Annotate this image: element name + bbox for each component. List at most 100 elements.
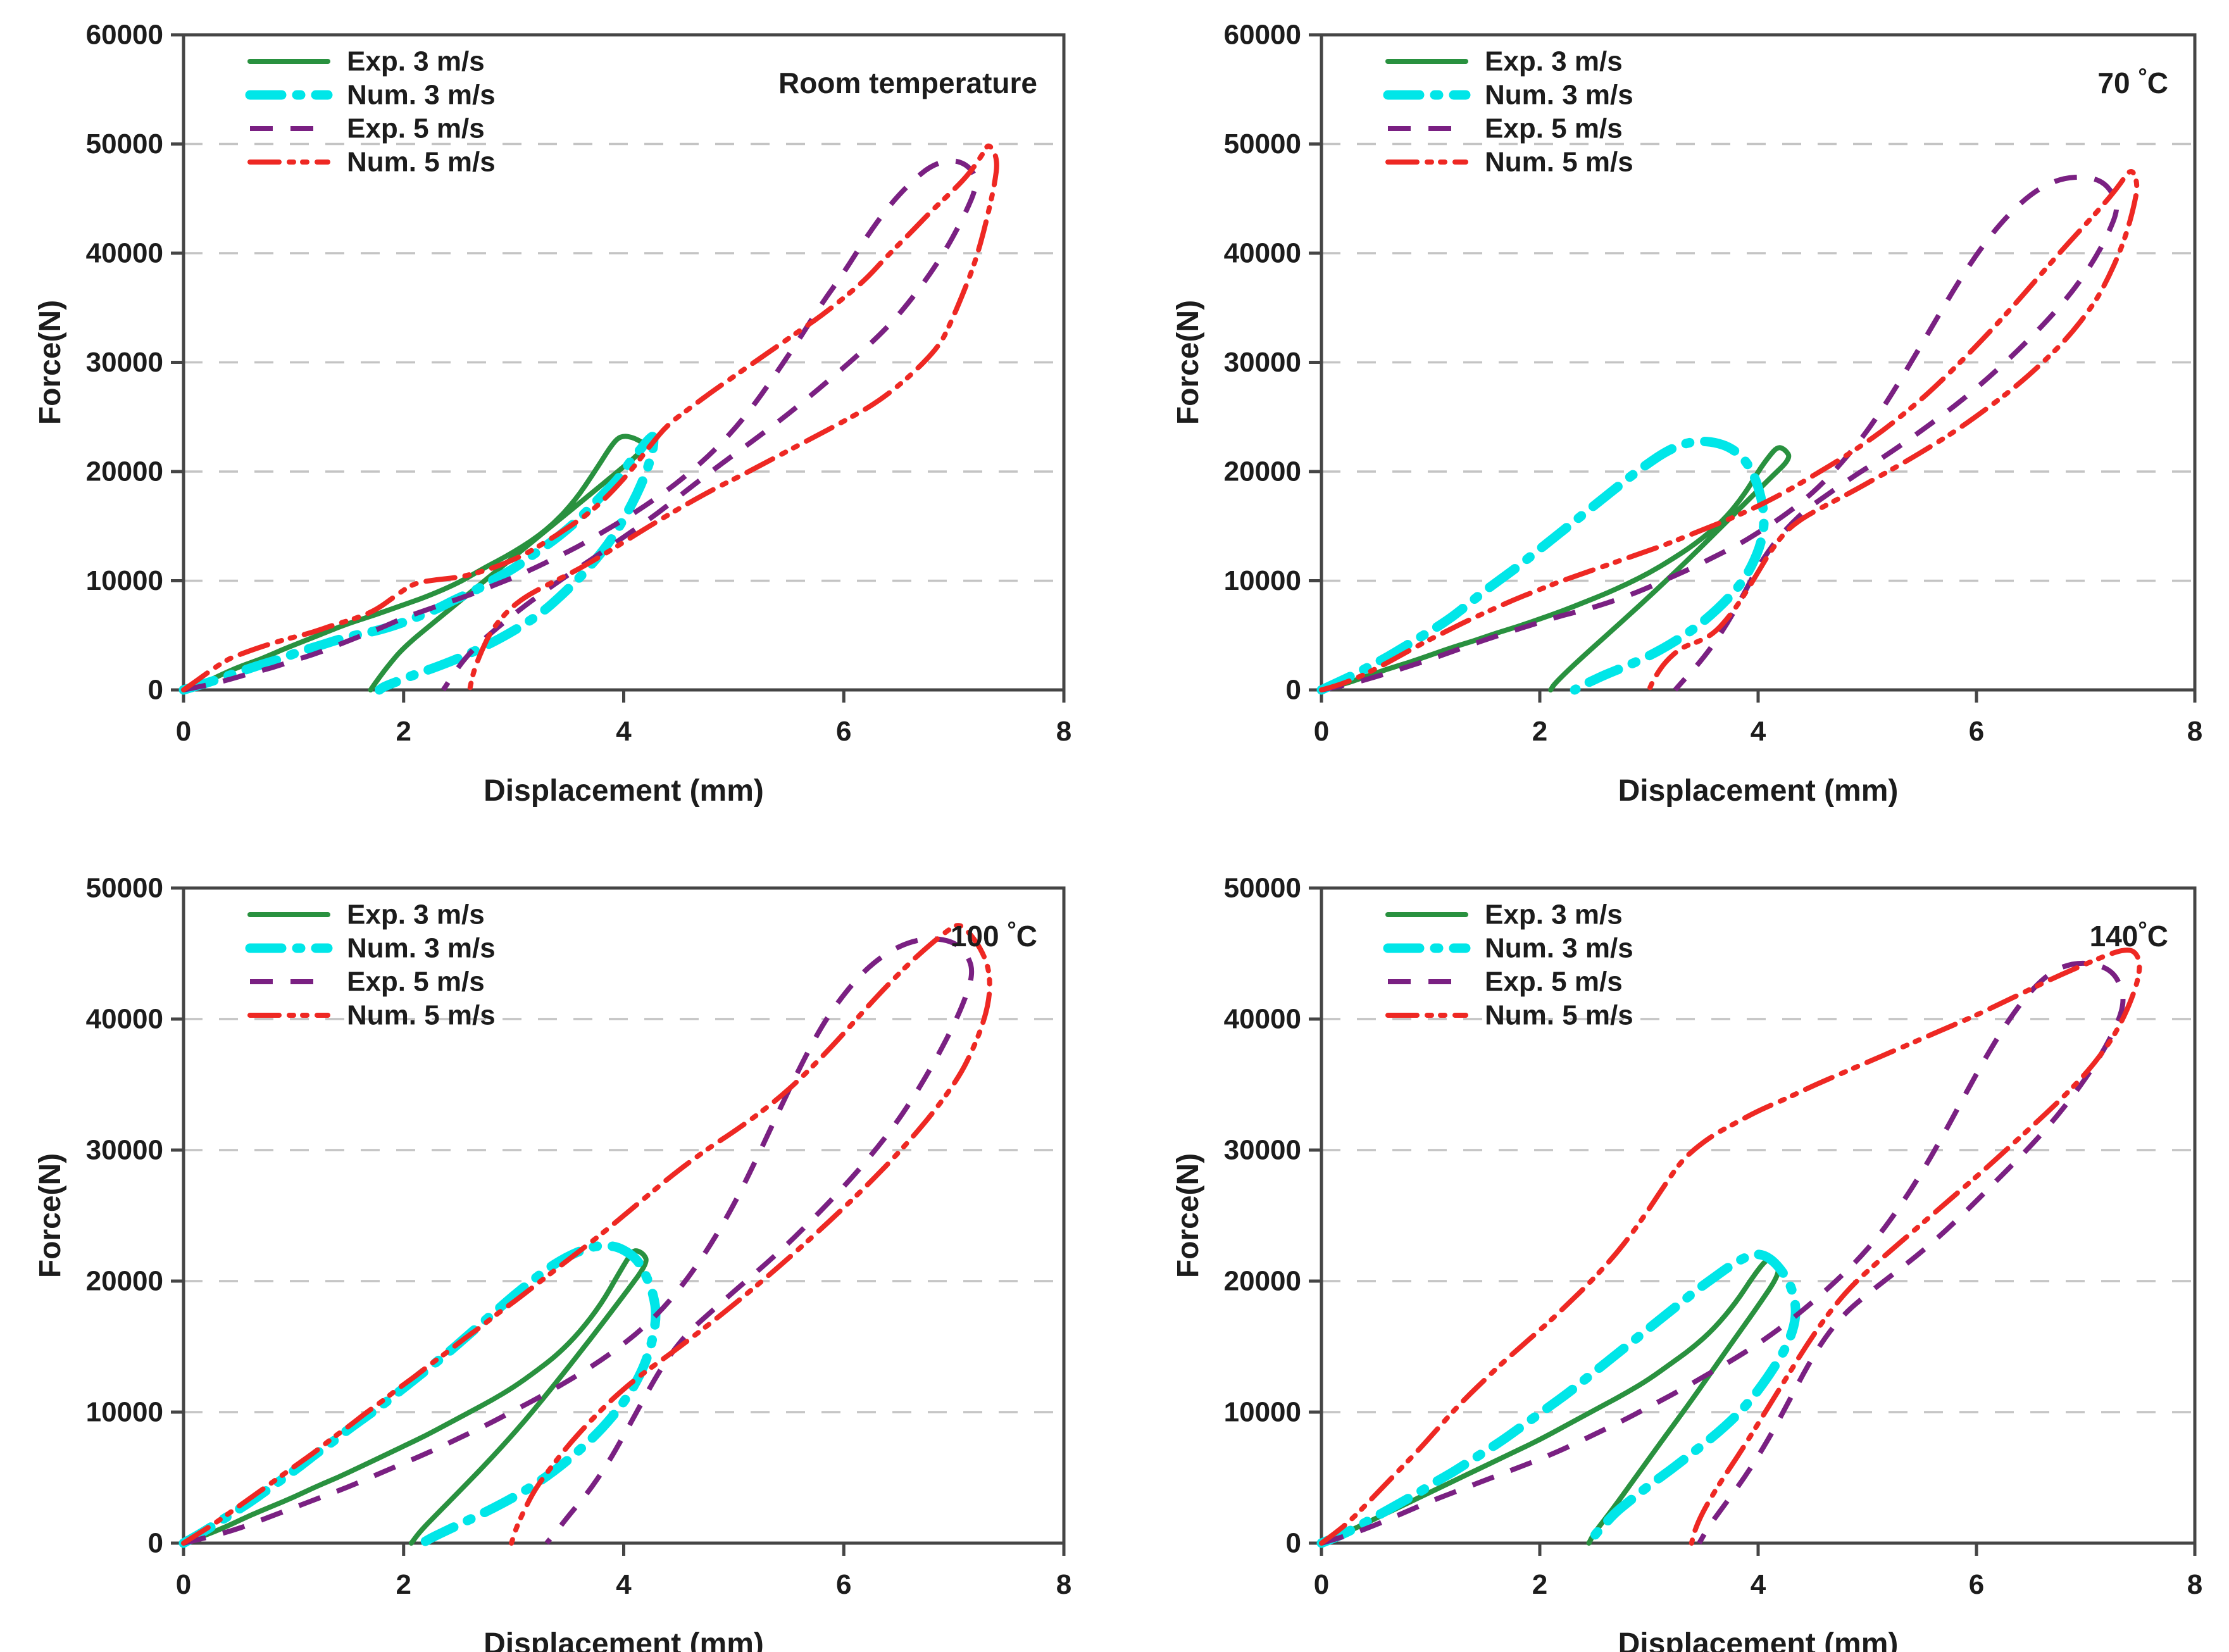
x-tick-label: 4 bbox=[616, 1569, 632, 1600]
y-tick-label: 60000 bbox=[86, 20, 163, 51]
x-tick-label: 8 bbox=[1056, 1569, 1071, 1600]
y-tick-label: 30000 bbox=[86, 1135, 163, 1166]
y-tick-label: 20000 bbox=[1224, 456, 1301, 487]
legend-label: Exp. 5 m/s bbox=[1485, 113, 1623, 144]
x-tick-label: 4 bbox=[1751, 1569, 1766, 1600]
chart-140c: 0 10000 20000 30000 40000 50000 0 2 4 6 8 Displacem… bbox=[1114, 826, 2229, 1652]
series-exp-5-m-s bbox=[183, 158, 978, 692]
legend-item: Num. 3 m/s bbox=[1383, 933, 1633, 964]
legend-label: Num. 5 m/s bbox=[347, 147, 496, 178]
legend-label: Exp. 5 m/s bbox=[1485, 967, 1623, 998]
y-tick-label: 0 bbox=[1286, 675, 1301, 706]
legend-item: Num. 3 m/s bbox=[245, 933, 496, 964]
annotation-number: 70 bbox=[2097, 66, 2138, 99]
x-axis-title: Displacement (mm) bbox=[1618, 774, 1899, 808]
legend-label: Num. 5 m/s bbox=[347, 1000, 496, 1031]
series-num-5-m-s bbox=[181, 143, 999, 692]
legend-label: Exp. 5 m/s bbox=[347, 113, 485, 144]
legend-label: Num. 5 m/s bbox=[1485, 1000, 1633, 1031]
y-tick-label: 0 bbox=[148, 1528, 163, 1559]
series-exp-3-m-s bbox=[1319, 1257, 1781, 1546]
x-axis-title: Displacement (mm) bbox=[484, 774, 764, 808]
legend-label: Num. 3 m/s bbox=[347, 80, 496, 111]
x-tick-label: 0 bbox=[1314, 1569, 1329, 1600]
legend-label: Exp. 3 m/s bbox=[347, 899, 485, 930]
x-tick-label: 0 bbox=[176, 716, 191, 747]
plot-frame bbox=[1320, 886, 2197, 1545]
series-exp-5-m-s bbox=[183, 936, 975, 1546]
annotation-unit: C bbox=[2147, 66, 2168, 99]
series-num-3-m-s bbox=[178, 1241, 661, 1548]
y-tick-label: 0 bbox=[148, 675, 163, 706]
legend-item: Exp. 3 m/s bbox=[1385, 899, 1623, 930]
legend-item: Num. 3 m/s bbox=[245, 80, 496, 111]
series-num-3-m-s bbox=[1316, 436, 1769, 695]
annotation-unit: C bbox=[2147, 920, 2168, 953]
annotation-temperature: 140°C bbox=[2090, 917, 2168, 953]
series-exp-5-m-s bbox=[1320, 960, 2126, 1546]
y-tick-label: 50000 bbox=[86, 128, 163, 160]
legend-item: Exp. 5 m/s bbox=[250, 113, 485, 144]
x-axis-title: Displacement (mm) bbox=[1618, 1627, 1899, 1652]
x-tick-label: 2 bbox=[1532, 716, 1547, 747]
legend-label: Exp. 3 m/s bbox=[347, 46, 485, 77]
legend-item: Exp. 5 m/s bbox=[1388, 967, 1623, 998]
y-tick-label: 40000 bbox=[1224, 238, 1301, 269]
y-axis-title: Force(N) bbox=[34, 300, 67, 425]
y-tick-label: 50000 bbox=[1224, 873, 1301, 904]
legend-item: Num. 3 m/s bbox=[1383, 80, 1633, 111]
x-tick-label: 2 bbox=[396, 1569, 411, 1600]
legend-label: Num. 5 m/s bbox=[1485, 147, 1633, 178]
y-tick-label: 10000 bbox=[1224, 1397, 1301, 1428]
x-tick-label: 8 bbox=[2187, 1569, 2202, 1600]
series-num-3-m-s bbox=[1316, 1249, 1801, 1548]
series-num-5-m-s bbox=[1319, 948, 2142, 1546]
legend-item: Exp. 5 m/s bbox=[1388, 113, 1623, 144]
annotation-unit: C bbox=[1016, 920, 1037, 953]
degree-symbol: ° bbox=[2138, 63, 2147, 89]
annotation-temperature: Room temperature bbox=[778, 66, 1037, 99]
x-tick-label: 6 bbox=[1969, 716, 1984, 747]
series-num-5-m-s bbox=[1319, 169, 2140, 692]
legend-label: Num. 3 m/s bbox=[1485, 933, 1633, 964]
degree-symbol: ° bbox=[1007, 917, 1016, 942]
annotation-temperature: 70 °C bbox=[2097, 63, 2168, 99]
chart-svg: 0 10000 20000 30000 40000 50000 0 2 4 6 8 Displacem… bbox=[1171, 873, 2202, 1652]
x-tick-label: 4 bbox=[616, 716, 632, 747]
legend-item: Exp. 3 m/s bbox=[247, 899, 485, 930]
y-tick-label: 40000 bbox=[86, 1004, 163, 1035]
legend-label: Num. 3 m/s bbox=[1485, 80, 1633, 111]
legend-item: Exp. 3 m/s bbox=[1385, 46, 1623, 77]
y-tick-label: 30000 bbox=[86, 347, 163, 378]
x-tick-label: 8 bbox=[2187, 716, 2202, 747]
x-axis-title: Displacement (mm) bbox=[484, 1627, 764, 1652]
series-exp-3-m-s bbox=[181, 1248, 649, 1546]
legend-item: Num. 5 m/s bbox=[1385, 147, 1633, 178]
y-tick-label: 10000 bbox=[86, 565, 163, 596]
y-tick-label: 20000 bbox=[1224, 1266, 1301, 1297]
y-tick-label: 40000 bbox=[86, 238, 163, 269]
legend-label: Exp. 3 m/s bbox=[1485, 46, 1623, 77]
y-tick-label: 30000 bbox=[1224, 1135, 1301, 1166]
series-num-5-m-s bbox=[181, 923, 992, 1546]
y-tick-label: 20000 bbox=[86, 1266, 163, 1297]
chart-svg: 0 10000 20000 30000 40000 50000 0 2 4 6 8 Displacem… bbox=[34, 873, 1071, 1652]
degree-symbol: ° bbox=[2138, 917, 2147, 942]
y-tick-label: 10000 bbox=[1224, 565, 1301, 596]
y-tick-label: 0 bbox=[1286, 1528, 1301, 1559]
y-tick-label: 10000 bbox=[86, 1397, 163, 1428]
x-tick-label: 0 bbox=[1314, 716, 1329, 747]
legend-item: Exp. 5 m/s bbox=[250, 967, 485, 998]
chart-100c: 0 10000 20000 30000 40000 50000 0 2 4 6 8 Displacem… bbox=[0, 826, 1114, 1652]
x-tick-label: 6 bbox=[836, 716, 851, 747]
legend-item: Num. 5 m/s bbox=[1385, 1000, 1633, 1031]
y-tick-label: 60000 bbox=[1224, 20, 1301, 51]
chart-70c: 0 10000 20000 30000 40000 50000 60000 0 2 4 6 8 Disp… bbox=[1114, 0, 2229, 826]
x-tick-label: 8 bbox=[1056, 716, 1071, 747]
y-tick-label: 40000 bbox=[1224, 1004, 1301, 1035]
y-tick-label: 30000 bbox=[1224, 347, 1301, 378]
